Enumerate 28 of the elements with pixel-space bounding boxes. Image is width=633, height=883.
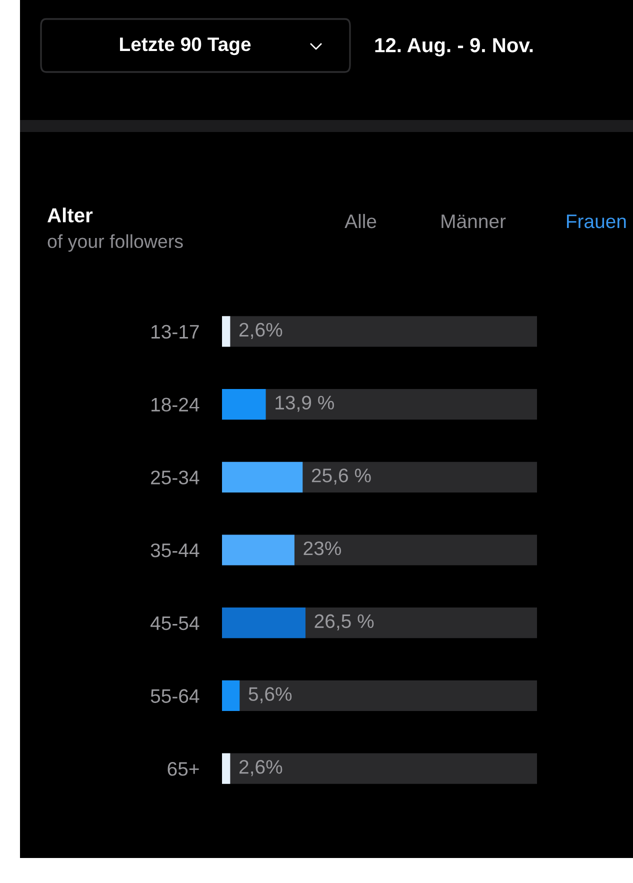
bar (222, 388, 266, 420)
y-tick-label: 65+ (168, 762, 199, 776)
data-label: 2,6% (240, 322, 282, 339)
y-tick-label: 35-44 (150, 543, 200, 558)
data-label: 13,9 % (276, 396, 334, 412)
text: Männer (442, 214, 506, 228)
chart-title: Alter (48, 208, 93, 222)
text: 12. Aug. - 9. Nov. (375, 38, 533, 56)
data-label: 25,6 % (312, 468, 371, 485)
y-tick-label: 25-34 (151, 470, 200, 484)
text: Alle (344, 214, 376, 228)
y-tick-label: 55-64 (150, 689, 200, 703)
bar (222, 534, 294, 566)
chart-subtitle: of your followers (48, 234, 183, 252)
bar (222, 462, 303, 492)
y-tick-label: 13-17 (152, 324, 199, 339)
bar (222, 316, 230, 347)
y-tick-label: 18-24 (152, 398, 200, 412)
text: Frauen (566, 214, 626, 228)
bar (222, 608, 306, 638)
data-label: 5,6% (248, 687, 292, 704)
text: Letzte 90 Tage (120, 37, 251, 56)
data-label: 23% (304, 541, 342, 556)
data-label: 2,6% (240, 760, 282, 776)
bar (222, 753, 230, 784)
data-label: 26,5 % (314, 614, 374, 630)
y-tick-label: 45-54 (150, 616, 200, 630)
bar (222, 680, 240, 712)
